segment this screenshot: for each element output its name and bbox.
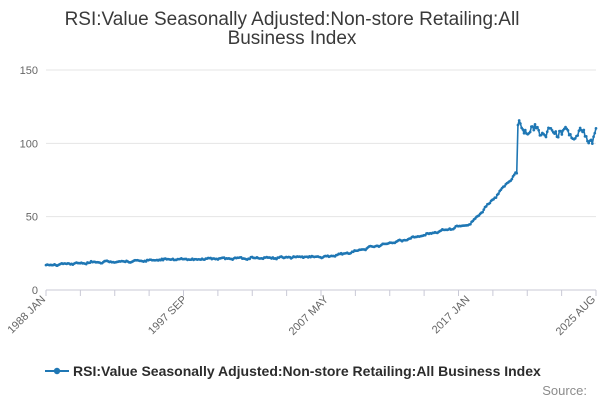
svg-text:2025 AUG: 2025 AUG bbox=[554, 294, 598, 338]
svg-text:100: 100 bbox=[20, 138, 38, 150]
svg-text:50: 50 bbox=[26, 212, 38, 224]
svg-text:1997 SEP: 1997 SEP bbox=[146, 294, 190, 338]
svg-text:150: 150 bbox=[20, 65, 38, 77]
svg-text:1988 JAN: 1988 JAN bbox=[5, 294, 48, 337]
svg-text:2017 JAN: 2017 JAN bbox=[430, 294, 473, 337]
svg-text:2007 MAY: 2007 MAY bbox=[287, 293, 332, 338]
